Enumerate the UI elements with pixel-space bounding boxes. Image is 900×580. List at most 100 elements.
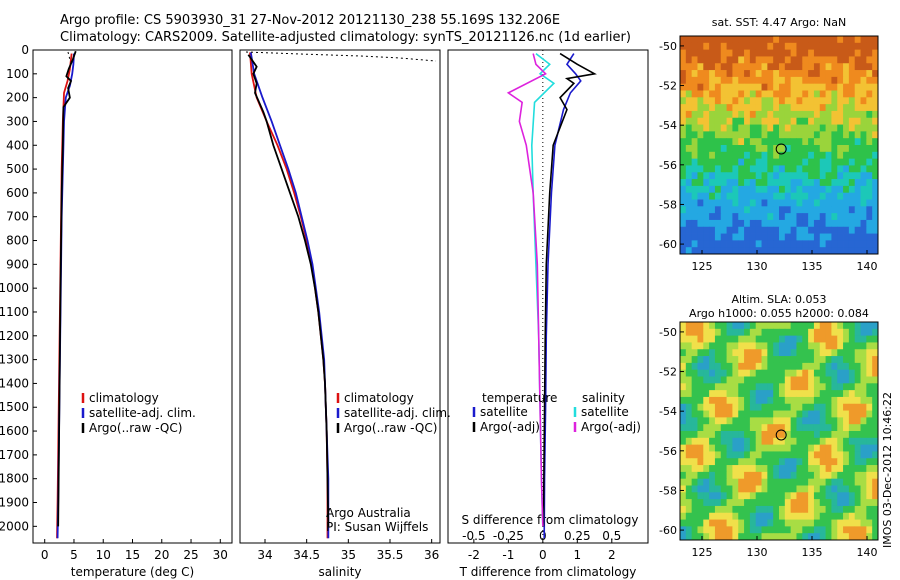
sst-heatmap-cell (738, 158, 745, 166)
sst-heatmap-cell (860, 56, 867, 64)
sla-heatmap-cell (796, 458, 803, 466)
sst-heatmap-cell (837, 97, 844, 105)
sla-heatmap-cell (866, 471, 873, 480)
sst-heatmap-cell (854, 97, 861, 105)
sla-heatmap-cell (703, 403, 710, 411)
sst-heatmap-cell (738, 49, 745, 57)
sla-heatmap-cell (703, 424, 710, 432)
sla-heatmap-cell (866, 512, 873, 520)
sla-heatmap-cell (802, 444, 809, 452)
sla-heatmap-cell (738, 458, 745, 466)
sla-heatmap-cell (796, 335, 803, 343)
sla-heatmap-cell (709, 431, 716, 439)
sst-heatmap-cell (720, 145, 727, 153)
sst-heatmap-cell (819, 90, 826, 98)
sla-heatmap-cell (779, 417, 786, 425)
sla-heatmap-cell (860, 349, 867, 357)
sla-heatmap-cell (714, 458, 722, 466)
sst-heatmap-cell (819, 117, 826, 125)
sla-heatmap-cell (825, 458, 832, 466)
sst-heatmap-cell (848, 104, 856, 112)
sla-heatmap-cell (726, 437, 733, 446)
sla-heatmap-cell (726, 478, 733, 486)
tdiff-legend-label: Argo(-adj) (480, 420, 540, 434)
sla-heatmap-cell (749, 451, 757, 459)
sla-heatmap-cell (691, 465, 698, 473)
sst-heatmap-cell (697, 97, 704, 105)
sla-heatmap-cell (779, 424, 786, 432)
sst-heatmap-cell (761, 131, 768, 139)
sla-heatmap-cell (854, 383, 861, 391)
sst-heatmap-cell (790, 165, 797, 173)
sst-heatmap-cell (813, 83, 821, 91)
sst-heatmap-cell (773, 117, 780, 125)
sla-heatmap-cell (732, 485, 739, 493)
sla-heatmap-cell (860, 362, 867, 371)
sla-heatmap-cell (685, 465, 693, 473)
sla-heatmap-cell (872, 526, 879, 534)
sla-heatmap-cell (819, 335, 826, 343)
sst-heatmap-cell (697, 247, 704, 255)
sla-heatmap-cell (866, 424, 873, 432)
sst-heatmap-cell (813, 70, 821, 78)
sla-heatmap-cell (720, 437, 727, 446)
sla-heatmap-cell (697, 526, 704, 534)
sst-heatmap-cell (709, 213, 716, 221)
sla-heatmap-cell (872, 444, 879, 452)
sst-heatmap-cell (755, 151, 762, 160)
sla-argo-marker (775, 429, 787, 441)
sst-heatmap-cell (843, 42, 850, 51)
sla-heatmap-cell (744, 485, 751, 493)
sla-heatmap-cell (703, 322, 710, 330)
sst-heatmap-cell (779, 90, 786, 98)
sst-heatmap-cell (796, 145, 803, 153)
sla-heatmap-cell (808, 396, 815, 405)
sst-heatmap-cell (703, 185, 710, 194)
sst-heatmap-cell (808, 179, 815, 187)
temperature-x-tick-label: 20 (154, 548, 169, 562)
sst-heatmap-cell (773, 97, 780, 105)
sst-heatmap-cell (866, 110, 873, 119)
sla-heatmap-cell (755, 362, 762, 371)
sla-heatmap-cell (784, 451, 792, 459)
sla-heatmap-cell (732, 444, 739, 452)
sst-heatmap-cell (703, 145, 710, 153)
sla-heatmap-cell (691, 369, 698, 377)
sla-heatmap-cell (732, 410, 739, 418)
sla-heatmap-cell (709, 390, 716, 398)
sla-heatmap-cell (796, 396, 803, 405)
sla-heatmap-cell (796, 485, 803, 493)
temperature-x-tick-label: 5 (70, 548, 78, 562)
sla-heatmap-cell (749, 485, 757, 493)
sst-heatmap-cell (691, 97, 698, 105)
sst-heatmap-cell (749, 104, 757, 112)
sst-heatmap-cell (790, 42, 797, 51)
sla-heatmap-cell (691, 390, 698, 398)
sla-heatmap-cell (691, 444, 698, 452)
sla-heatmap-cell (854, 512, 861, 520)
sst-heatmap-cell (779, 36, 786, 44)
sla-heatmap-cell (685, 356, 693, 364)
sla-heatmap-cell (854, 492, 861, 500)
sla-heatmap-cell (761, 431, 768, 439)
sla-heatmap-cell (825, 526, 832, 534)
sst-heatmap-cell (691, 131, 698, 139)
sst-heatmap-cell (837, 138, 844, 146)
sst-heatmap-cell (872, 219, 879, 228)
sla-map (680, 322, 879, 541)
sla-heatmap-cell (779, 458, 786, 466)
sla-heatmap-cell (779, 519, 786, 527)
sla-heatmap-cell (761, 322, 768, 330)
sla-heatmap-cell (837, 465, 844, 473)
sst-heatmap-cell (784, 192, 792, 200)
sla-heatmap-cell (790, 519, 797, 527)
sst-heatmap-cell (784, 124, 792, 132)
sla-heatmap-cell (755, 390, 762, 398)
sst-heatmap-cell (825, 117, 832, 125)
sla-heatmap-cell (831, 390, 838, 398)
sla-heatmap-cell (848, 499, 856, 507)
sla-heatmap-cell (784, 410, 792, 418)
sla-heatmap-cell (726, 376, 733, 384)
sla-heatmap-cell (691, 403, 698, 411)
sst-heatmap-cell (738, 124, 745, 132)
